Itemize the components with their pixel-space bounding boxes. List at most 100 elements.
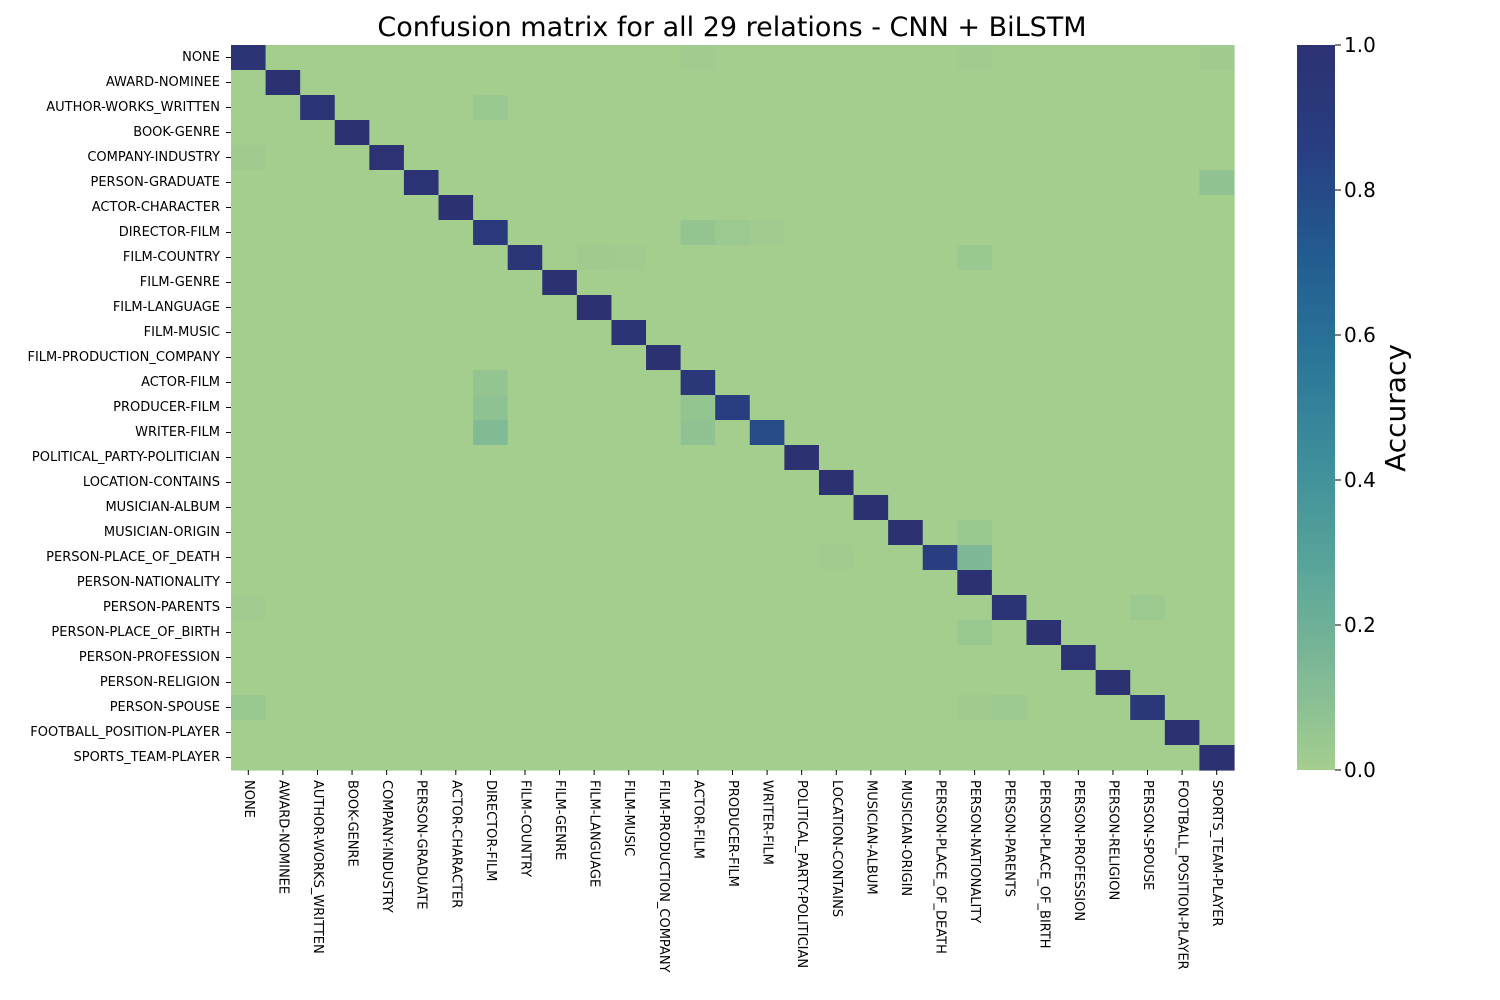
heatmap-cell bbox=[784, 645, 820, 671]
heatmap-cell bbox=[403, 495, 440, 521]
heatmap-cell bbox=[542, 470, 578, 496]
heatmap-cell bbox=[922, 195, 958, 221]
heatmap-cell bbox=[300, 95, 336, 121]
heatmap-cell bbox=[1164, 195, 1201, 221]
heatmap-cell bbox=[507, 145, 543, 171]
heatmap-cell bbox=[265, 295, 301, 321]
heatmap-cell bbox=[473, 720, 509, 746]
heatmap-cell bbox=[611, 320, 647, 346]
heatmap-cell bbox=[403, 145, 440, 171]
column-tick-label: FILM-GENRE bbox=[552, 780, 567, 860]
column-tick-label: MUSICIAN-ORIGIN bbox=[898, 780, 913, 896]
column-tick-labels: NONE AWARD-NOMINEE AUTHOR-WORKS_WRITTEN BOO… bbox=[241, 770, 1224, 973]
heatmap-cell bbox=[334, 645, 370, 671]
row-tick-label: PERSON-PARENTS bbox=[103, 600, 220, 615]
heatmap-cell bbox=[369, 145, 405, 171]
heatmap-cell bbox=[576, 245, 613, 271]
heatmap-cell bbox=[507, 420, 543, 446]
heatmap-cell bbox=[818, 445, 855, 471]
heatmap-cell bbox=[1061, 570, 1097, 596]
heatmap-cell bbox=[749, 245, 785, 271]
heatmap-cell bbox=[853, 295, 889, 321]
column-tick-label: FOOTBALL_POSITION-PLAYER bbox=[1175, 780, 1190, 970]
column-tick-label: LOCATION-CONTAINS bbox=[829, 780, 844, 917]
heatmap-cell bbox=[1095, 470, 1131, 496]
heatmap-cell bbox=[473, 570, 509, 596]
heatmap-cell bbox=[1095, 420, 1131, 446]
column-tick-label: COMPANY-INDUSTRY bbox=[379, 780, 394, 913]
heatmap-cell bbox=[473, 745, 509, 771]
heatmap-cell bbox=[715, 520, 751, 546]
heatmap-cell bbox=[957, 745, 993, 771]
heatmap-cell bbox=[473, 470, 509, 496]
heatmap-cell bbox=[888, 745, 924, 771]
heatmap-cell bbox=[922, 570, 958, 596]
heatmap-cell bbox=[265, 45, 301, 71]
heatmap-cell bbox=[231, 170, 267, 196]
heatmap-cell bbox=[1095, 170, 1131, 196]
heatmap-cell bbox=[1130, 145, 1166, 171]
heatmap-cell bbox=[403, 520, 440, 546]
heatmap-cell bbox=[1130, 120, 1166, 146]
heatmap-cell bbox=[853, 95, 889, 121]
heatmap-cell bbox=[542, 220, 578, 246]
heatmap-cell bbox=[1095, 220, 1131, 246]
row-tick-label: DIRECTOR-FILM bbox=[119, 225, 220, 240]
row-tick-label: MUSICIAN-ORIGIN bbox=[104, 525, 220, 540]
heatmap-cell bbox=[576, 595, 613, 621]
heatmap-cell bbox=[680, 420, 716, 446]
heatmap-cell bbox=[749, 520, 785, 546]
heatmap-cell bbox=[611, 545, 647, 571]
heatmap-cell bbox=[715, 495, 751, 521]
heatmap-cell bbox=[576, 345, 613, 371]
heatmap-cell bbox=[1130, 245, 1166, 271]
column-tick-label: POLITICAL_PARTY-POLITICIAN bbox=[794, 780, 809, 968]
heatmap-cell bbox=[334, 670, 370, 696]
heatmap-cell bbox=[922, 270, 958, 296]
heatmap-cell bbox=[957, 595, 993, 621]
heatmap-cell bbox=[784, 270, 820, 296]
column-tick-label: AUTHOR-WORKS_WRITTEN bbox=[310, 780, 325, 954]
heatmap-cell bbox=[1164, 370, 1201, 396]
heatmap-cell bbox=[438, 395, 474, 421]
heatmap-cell bbox=[957, 520, 993, 546]
colorbar-tick-label: 0.2 bbox=[1344, 613, 1376, 637]
heatmap-cell bbox=[818, 595, 855, 621]
heatmap-cell bbox=[1164, 745, 1201, 771]
heatmap-cell bbox=[1026, 95, 1062, 121]
heatmap-cell bbox=[438, 195, 474, 221]
column-tick-label: PERSON-PLACE_OF_BIRTH bbox=[1036, 780, 1051, 949]
heatmap-cell bbox=[1061, 220, 1097, 246]
heatmap-cell bbox=[576, 745, 613, 771]
heatmap-cell bbox=[1061, 670, 1097, 696]
heatmap-cell bbox=[611, 495, 647, 521]
heatmap-cell bbox=[646, 370, 682, 396]
heatmap-cell bbox=[1199, 345, 1235, 371]
heatmap-cell bbox=[784, 720, 820, 746]
heatmap-cell bbox=[231, 620, 267, 646]
heatmap-cell bbox=[403, 320, 440, 346]
heatmap-cell bbox=[473, 95, 509, 121]
heatmap-cell bbox=[438, 445, 474, 471]
heatmap-cell bbox=[1164, 420, 1201, 446]
heatmap-cell bbox=[473, 295, 509, 321]
heatmap-cell bbox=[818, 195, 855, 221]
heatmap-cell bbox=[611, 170, 647, 196]
heatmap-cell bbox=[300, 220, 336, 246]
heatmap-cell bbox=[749, 95, 785, 121]
heatmap-cell bbox=[1026, 170, 1062, 196]
heatmap-cell bbox=[1095, 320, 1131, 346]
heatmap-cell bbox=[438, 45, 474, 71]
heatmap-cell bbox=[334, 545, 370, 571]
heatmap-cell bbox=[1095, 70, 1131, 96]
heatmap-cell bbox=[922, 595, 958, 621]
heatmap-cell bbox=[369, 370, 405, 396]
heatmap-cell bbox=[749, 220, 785, 246]
colorbar-tick-label: 0.8 bbox=[1344, 178, 1376, 202]
heatmap-cell bbox=[957, 220, 993, 246]
heatmap-cell bbox=[1164, 120, 1201, 146]
heatmap-cell bbox=[888, 645, 924, 671]
heatmap-cell bbox=[265, 595, 301, 621]
heatmap-cell bbox=[991, 70, 1028, 96]
row-tick-label: AUTHOR-WORKS_WRITTEN bbox=[46, 100, 220, 115]
